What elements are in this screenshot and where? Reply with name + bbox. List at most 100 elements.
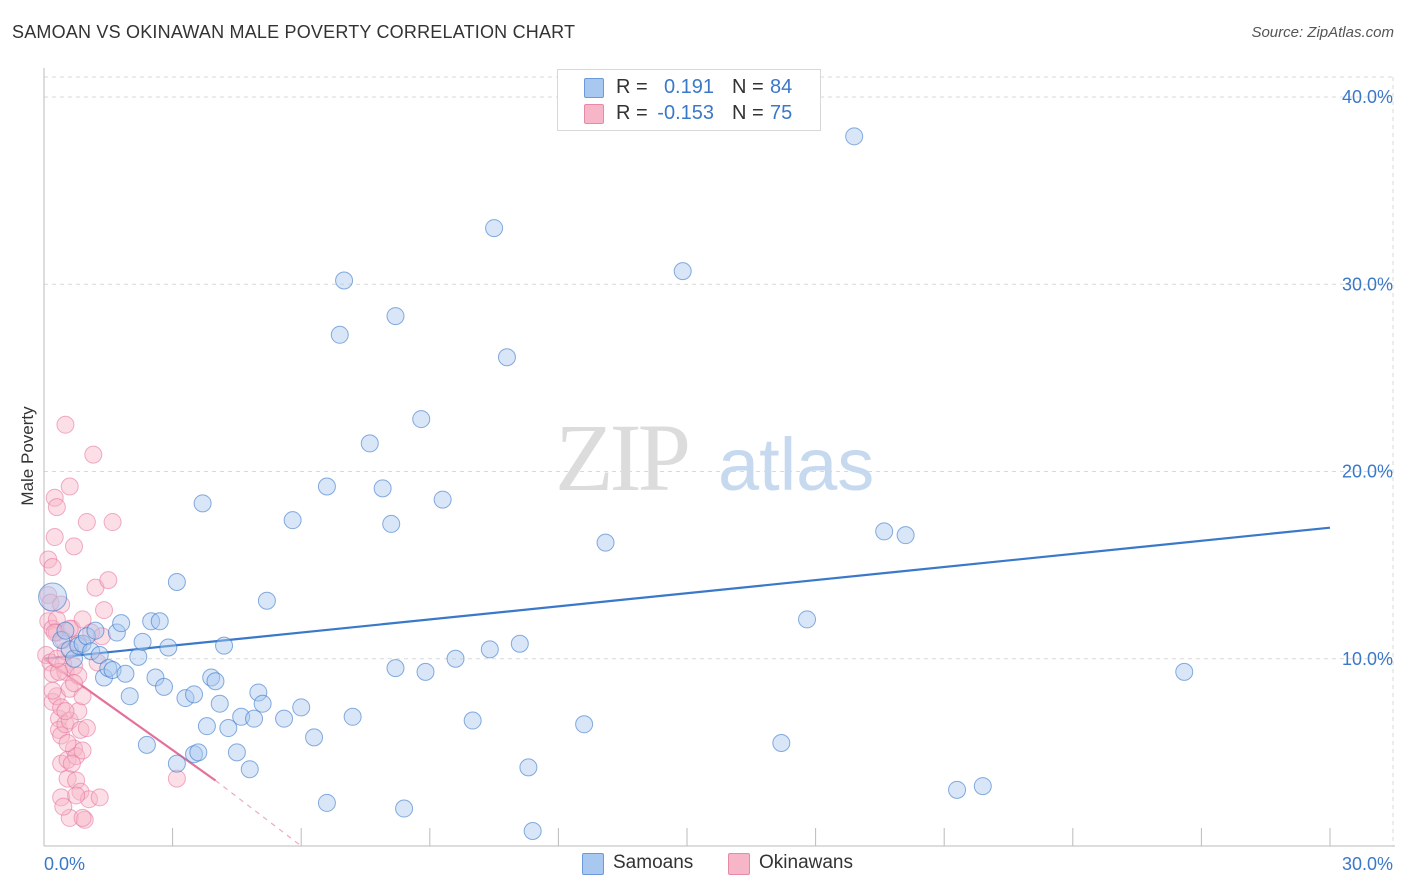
- watermark-atlas: atlas: [718, 423, 874, 506]
- okinawan-point: [45, 528, 64, 547]
- y-tick-label: 20.0%: [1342, 462, 1393, 482]
- y-axis-title: Male Poverty: [18, 406, 37, 506]
- axes: [43, 68, 1395, 847]
- okinawan-point: [58, 734, 77, 753]
- okinawan-point: [73, 808, 92, 827]
- okinawan-point: [43, 681, 62, 700]
- okinawan-point: [54, 797, 73, 816]
- okinawan-point: [73, 741, 92, 760]
- okinawan-point: [90, 788, 109, 807]
- samoan-point: [82, 642, 101, 661]
- okinawan-point: [56, 415, 75, 434]
- okinawan-point: [43, 557, 62, 576]
- samoan-point: [116, 664, 135, 683]
- samoan-point: [510, 634, 529, 653]
- source-label: Source: ZipAtlas.com: [1251, 24, 1394, 41]
- samoan-point: [335, 271, 354, 290]
- okinawans-trend-extension: [215, 779, 302, 847]
- samoan-point: [133, 632, 152, 651]
- samoan-point: [77, 627, 96, 646]
- trend-lines: [43, 526, 1331, 847]
- okinawan-point: [73, 687, 92, 706]
- legend-label-okinawans: Okinawans: [759, 852, 853, 873]
- samoan-point: [317, 477, 336, 496]
- samoan-point: [227, 743, 246, 762]
- samoan-point: [245, 709, 264, 728]
- samoan-point: [193, 494, 212, 513]
- okinawan-point: [103, 513, 122, 532]
- samoan-point: [197, 717, 216, 736]
- samoan-point: [305, 728, 324, 747]
- okinawan-point: [65, 674, 84, 693]
- okinawan-point: [95, 601, 114, 620]
- okinawan-point: [73, 610, 92, 629]
- samoan-point: [167, 754, 186, 773]
- samoan-point: [150, 612, 169, 631]
- okinawan-point: [52, 726, 71, 745]
- samoan-point: [275, 709, 294, 728]
- okinawan-point: [71, 720, 90, 739]
- samoan-point: [373, 479, 392, 498]
- samoan-point: [343, 707, 362, 726]
- okinawan-point: [52, 595, 71, 614]
- samoan-point: [395, 799, 414, 818]
- x-tick-label: 0.0%: [44, 854, 85, 874]
- okinawan-point: [60, 808, 79, 827]
- samoan-point: [176, 689, 195, 708]
- samoan-point: [86, 621, 105, 640]
- samoan-point: [875, 522, 894, 541]
- samoan-point: [185, 685, 204, 704]
- samoan-point: [240, 760, 259, 779]
- watermark-zip: ZIP: [555, 404, 688, 511]
- samoan-point: [416, 662, 435, 681]
- okinawan-point: [67, 786, 86, 805]
- samoan-point: [948, 780, 967, 799]
- samoan-point: [90, 646, 109, 665]
- samoan-point: [772, 734, 791, 753]
- samoan-point: [485, 219, 504, 238]
- samoan-point: [317, 793, 336, 812]
- samoan-point: [206, 672, 225, 691]
- watermark: ZIP atlas: [555, 404, 874, 511]
- legend-n-label: N =: [732, 76, 764, 98]
- samoan-point: [412, 410, 431, 429]
- samoans-swatch: [584, 78, 604, 98]
- samoan-point: [292, 698, 311, 717]
- data-points: [37, 127, 1194, 841]
- okinawan-point: [77, 719, 96, 738]
- samoan-point: [463, 711, 482, 730]
- samoan-point: [896, 526, 915, 545]
- samoan-point: [845, 127, 864, 146]
- okinawan-point: [88, 653, 107, 672]
- axis-labels: Male Poverty 10.0% 20.0% 30.0% 40.0% 0.0% 30.…: [18, 87, 1393, 874]
- samoan-point: [382, 514, 401, 533]
- samoan-point: [56, 621, 75, 640]
- okinawan-point: [65, 537, 84, 556]
- samoan-point: [215, 636, 234, 655]
- samoan-point: [253, 694, 272, 713]
- okinawan-point: [60, 477, 79, 496]
- samoan-point: [129, 647, 148, 666]
- samoan-point: [330, 325, 349, 344]
- samoan-point: [798, 610, 817, 629]
- correlation-legend: R = 0.191 N = 84 R = -0.153 N = 75: [557, 69, 821, 131]
- samoan-point: [433, 490, 452, 509]
- samoan-point: [673, 262, 692, 281]
- legend-r-label: R =: [616, 76, 648, 98]
- okinawans-swatch: [728, 853, 750, 875]
- y-tick-label: 40.0%: [1342, 87, 1393, 107]
- samoan-point: [596, 533, 615, 552]
- samoan-point: [167, 572, 186, 591]
- samoan-point: [575, 715, 594, 734]
- samoan-point: [519, 758, 538, 777]
- okinawans-swatch: [584, 104, 604, 124]
- legend-r-value: 0.191: [663, 76, 714, 98]
- samoan-point: [219, 719, 238, 738]
- samoans-swatch: [582, 853, 604, 875]
- legend-n-label: N =: [732, 102, 764, 124]
- samoan-point: [107, 623, 126, 642]
- samoan-point: [386, 659, 405, 678]
- samoan-point: [283, 511, 302, 530]
- samoan-point: [112, 614, 131, 633]
